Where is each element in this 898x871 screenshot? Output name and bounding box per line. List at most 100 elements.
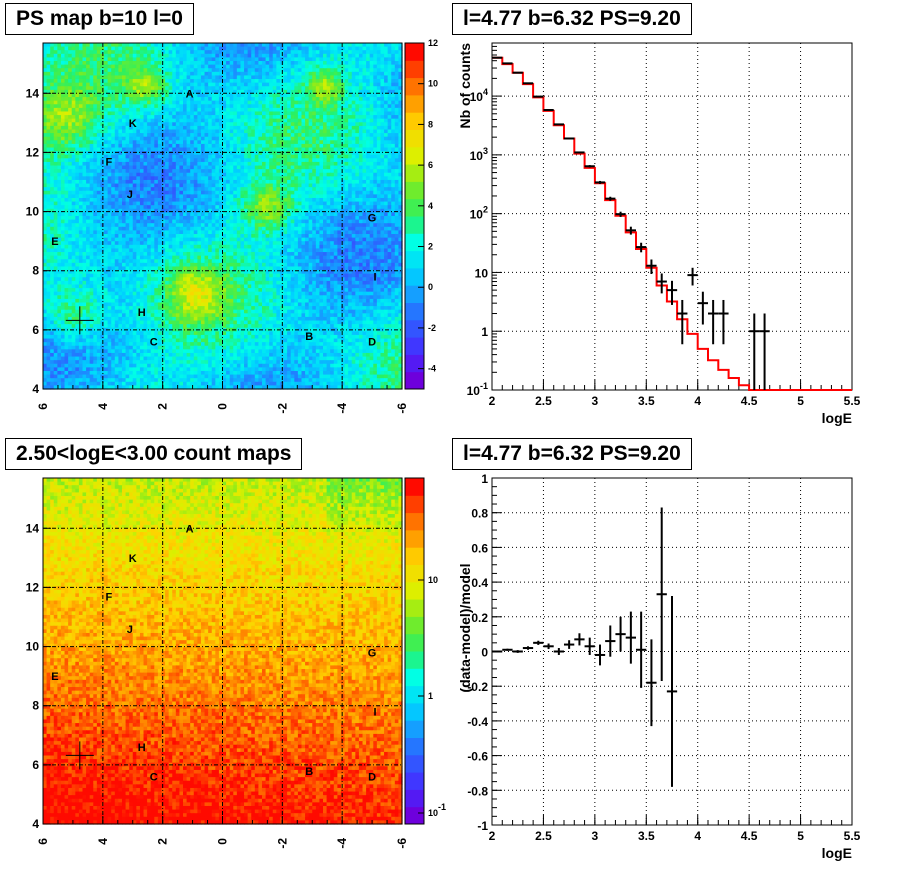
y-tick-label: 10-1 bbox=[467, 381, 488, 398]
y-tick-label: 10 bbox=[26, 205, 40, 219]
colorbar-frame bbox=[404, 477, 425, 825]
ps-map-title: PS map b=10 l=0 bbox=[5, 3, 194, 35]
source-label: F bbox=[105, 591, 112, 603]
x-tick-label: 2.5 bbox=[535, 829, 552, 843]
data-point bbox=[584, 165, 595, 168]
source-label: C bbox=[150, 337, 158, 349]
colorbar bbox=[405, 43, 424, 390]
colorbar-tick-label: 12 bbox=[428, 38, 438, 48]
y-tick-label: 0 bbox=[481, 646, 488, 660]
y-tick-label: 14 bbox=[26, 521, 40, 535]
source-label: C bbox=[150, 772, 158, 784]
x-tick-label: 3 bbox=[592, 394, 599, 408]
x-axis-label: logE bbox=[822, 845, 852, 861]
source-label: A bbox=[186, 88, 194, 100]
source-label: D bbox=[368, 772, 376, 784]
x-tick-label: 4.5 bbox=[741, 829, 758, 843]
y-axis-label: Nb of counts bbox=[457, 43, 473, 129]
colorbar-tick-label: 8 bbox=[428, 119, 433, 129]
residual-point bbox=[584, 637, 595, 655]
y-tick-label: 8 bbox=[32, 264, 39, 278]
residual-point bbox=[543, 643, 554, 650]
y-tick-label: 4 bbox=[32, 817, 39, 831]
x-tick-label: 2.5 bbox=[535, 394, 552, 408]
y-axis-label: (data-model)/model bbox=[457, 563, 473, 692]
x-tick-label: 6 bbox=[36, 403, 50, 410]
data-point bbox=[543, 108, 554, 111]
source-label: I bbox=[374, 707, 377, 719]
residual-point bbox=[522, 646, 534, 650]
residual-point bbox=[615, 616, 626, 652]
y-tick-label: 10 bbox=[26, 640, 40, 654]
x-tick-label: 6 bbox=[36, 838, 50, 845]
residual-point bbox=[533, 640, 544, 645]
source-label: K bbox=[129, 118, 137, 130]
residual-point bbox=[512, 650, 523, 653]
data-point bbox=[749, 313, 760, 390]
x-tick-label: 5.5 bbox=[844, 394, 861, 408]
residual-point bbox=[625, 611, 636, 664]
x-tick-label: 2 bbox=[489, 394, 496, 408]
data-point bbox=[615, 211, 626, 217]
source-label: B bbox=[305, 331, 313, 343]
count-map-panel: 6 4 2 0 -2 -4 -6 4 6 8 10 12 14 A K F J E G I H C B D 10 1 10-1 bbox=[26, 477, 446, 849]
spectrum-title: l=4.77 b=6.32 PS=9.20 bbox=[452, 3, 692, 35]
data-point bbox=[666, 280, 678, 305]
x-tick-label: 0 bbox=[216, 403, 230, 410]
data-point bbox=[605, 196, 616, 201]
y-tick-label: 4 bbox=[32, 382, 39, 396]
x-tick-label: 4 bbox=[694, 394, 701, 408]
x-tick-label: 3.5 bbox=[638, 394, 655, 408]
source-label: G bbox=[368, 212, 377, 224]
colorbar bbox=[405, 478, 424, 825]
data-point bbox=[656, 273, 667, 294]
source-label: E bbox=[51, 236, 58, 248]
residual-title: l=4.77 b=6.32 PS=9.20 bbox=[452, 438, 692, 470]
residual-point bbox=[656, 507, 667, 681]
source-label: K bbox=[129, 553, 137, 565]
colorbar-tick-label: 10-1 bbox=[428, 802, 446, 818]
x-tick-label: 3.5 bbox=[638, 829, 655, 843]
data-point bbox=[687, 267, 698, 286]
source-label: E bbox=[51, 671, 58, 683]
y-tick-label: 102 bbox=[470, 205, 488, 222]
model-step-line bbox=[492, 56, 852, 391]
x-tick-label: 2 bbox=[489, 829, 496, 843]
data-point bbox=[533, 95, 544, 98]
x-tick-label: 0 bbox=[216, 838, 230, 845]
y-tick-label: -0.2 bbox=[467, 680, 488, 694]
y-tick-label: 12 bbox=[26, 580, 40, 594]
x-tick-label: 4 bbox=[96, 403, 110, 410]
colorbar-tick-label: -4 bbox=[428, 364, 436, 374]
source-label: H bbox=[138, 742, 146, 754]
data-point bbox=[553, 123, 564, 126]
residual-panel: 2 2.5 3 3.5 4 4.5 5 5.5 -1 -0.8 -0.6 -0.4 -0.2 0 0.2 0.… bbox=[457, 472, 861, 861]
x-tick-label: -4 bbox=[335, 838, 349, 849]
data-point bbox=[574, 151, 585, 154]
x-tick-label: 4 bbox=[694, 829, 701, 843]
colorbar-tick-label: 0 bbox=[428, 282, 433, 292]
x-tick-label: -4 bbox=[335, 403, 349, 414]
x-tick-label: 4 bbox=[96, 838, 110, 845]
y-tick-label: 14 bbox=[26, 86, 40, 100]
source-label: G bbox=[368, 647, 377, 659]
y-tick-label: -0.6 bbox=[467, 750, 488, 764]
colorbar-tick-label: 2 bbox=[428, 242, 433, 252]
y-tick-label: 0.8 bbox=[471, 507, 488, 521]
residual-point bbox=[564, 640, 575, 649]
data-point bbox=[594, 180, 606, 184]
data-point bbox=[625, 226, 636, 235]
source-label: D bbox=[368, 337, 376, 349]
plot-frame bbox=[491, 42, 853, 391]
colorbar-tick-label: 1 bbox=[428, 691, 433, 701]
x-tick-label: 5 bbox=[797, 829, 804, 843]
y-tick-label: 1 bbox=[481, 472, 488, 486]
ps-map-panel: 6 4 2 0 -2 -4 -6 4 6 8 10 12 14 A K F J E G I H C B D -4 -2 0 2 4 6 8 1… bbox=[26, 38, 438, 414]
data-point bbox=[677, 299, 688, 345]
y-tick-label: 8 bbox=[32, 699, 39, 713]
heatmap-cells bbox=[43, 43, 403, 390]
colorbar-tick-label: 4 bbox=[428, 201, 433, 211]
x-tick-label: 5 bbox=[797, 394, 804, 408]
